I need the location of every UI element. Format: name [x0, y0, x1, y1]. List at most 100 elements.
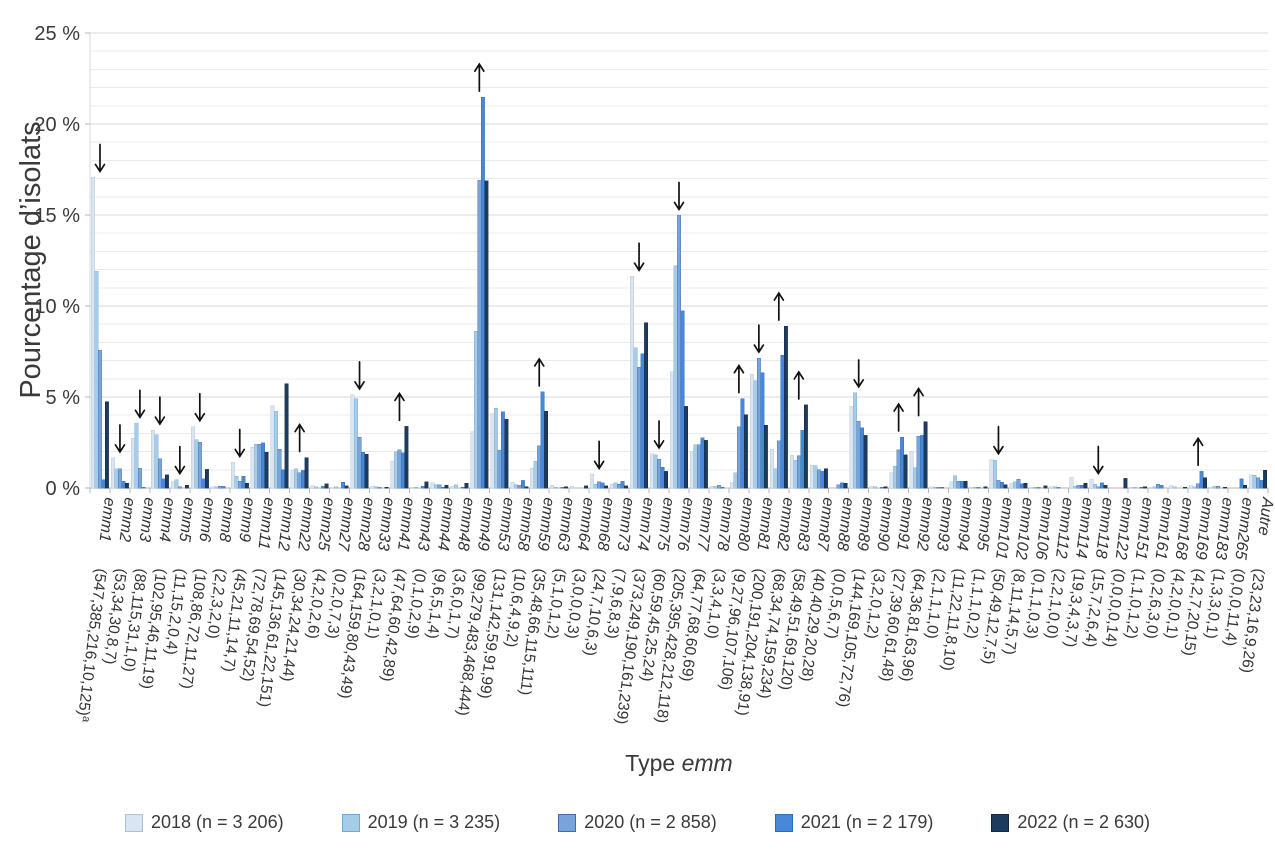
bar-emm1-2019	[94, 271, 99, 489]
bar-emm101-2021	[1000, 481, 1004, 489]
trend-up-arrow-icon	[733, 364, 745, 394]
bar-emm81-2021	[760, 372, 765, 489]
bar-emm78-2019	[713, 486, 718, 489]
bar-emm122-2022	[1123, 478, 1128, 489]
bar-emm87-2020	[816, 469, 821, 489]
bar-emm265-2022	[1243, 485, 1248, 489]
bar-emm102-2018	[1009, 483, 1014, 489]
bar-emm161-2020	[1156, 483, 1161, 489]
x-tick-label: emm89	[853, 497, 876, 552]
bar-emm59-2019	[533, 460, 538, 489]
legend: 2018 (n = 3 206) 2019 (n = 3 235) 2020 (…	[0, 812, 1275, 833]
trend-down-arrow-icon	[653, 420, 665, 450]
x-tick-label: emm94	[953, 497, 976, 552]
bar-emm63-2019	[553, 487, 558, 489]
x-tick-label: emm43	[414, 497, 437, 552]
legend-item-2021: 2021 (n = 2 179)	[774, 812, 933, 833]
bar-emm76-2018	[670, 371, 674, 489]
bar-emm75-2022	[664, 471, 668, 489]
bar-emm82-2019	[773, 468, 778, 489]
bar-emm53-2019	[493, 407, 498, 489]
bar-emm93-2018	[929, 486, 934, 489]
bar-emm53-2022	[504, 419, 509, 489]
x-tick-label: emm80	[733, 497, 756, 552]
bar-emm59-2022	[544, 410, 549, 489]
bar-emm169-2019	[1192, 486, 1197, 489]
trend-down-arrow-icon	[853, 359, 865, 389]
trend-up-arrow-icon	[294, 422, 305, 453]
bar-emm74-2021	[640, 353, 645, 489]
x-tick-label: emm2	[116, 497, 138, 543]
bar-emm106-2019	[1032, 487, 1037, 489]
x-tick-label: Autre	[1254, 496, 1275, 537]
y-tick-label: 5 %	[46, 387, 81, 409]
x-tick-label: emm90	[873, 497, 896, 552]
legend-item-2019: 2019 (n = 3 235)	[341, 812, 500, 833]
bar-Autre-2022	[1263, 469, 1267, 489]
bar-emm94-2022	[963, 480, 968, 489]
bar-emm114-2022	[1083, 482, 1088, 489]
trend-down-arrow-icon	[134, 389, 146, 419]
legend-swatch-2022	[991, 813, 1010, 832]
bar-emm2-2018	[110, 457, 115, 489]
bar-emm77-2022	[704, 440, 708, 489]
bar-emm44-2018	[430, 482, 435, 489]
bar-emm76-2020	[677, 215, 681, 489]
x-tick-label: emm25	[314, 497, 337, 552]
x-tick-label: emm8	[215, 497, 237, 543]
y-tick-label: 25 %	[34, 23, 80, 45]
bar-Autre-2021	[1259, 480, 1264, 489]
bar-emm73-2019	[613, 482, 618, 489]
x-tick-label: emm41	[394, 497, 417, 552]
bar-emm169-2018	[1189, 485, 1194, 489]
bar-emm83-2022	[803, 404, 808, 489]
bar-emm12-2022	[284, 383, 289, 489]
bar-emm49-2022	[484, 180, 489, 489]
bar-Autre-2020	[1256, 477, 1260, 489]
bar-emm2-2021	[121, 481, 126, 489]
bar-emm12-2019	[274, 411, 279, 489]
bar-emm8-2019	[214, 486, 219, 489]
bar-emm78-2021	[720, 486, 725, 489]
bar-emm112-2018	[1049, 486, 1054, 489]
bar-emm151-2018	[1129, 487, 1134, 489]
bar-emm82-2018	[769, 449, 774, 489]
bar-emm6-2019	[194, 439, 199, 489]
bar-emm88-2022	[843, 482, 848, 489]
trend-down-arrow-icon	[174, 445, 186, 476]
bar-emm114-2021	[1079, 485, 1084, 489]
bar-emm43-2019	[413, 487, 418, 489]
x-tick-label: emm78	[713, 497, 736, 552]
bar-emm151-2021	[1139, 486, 1144, 489]
legend-item-2018: 2018 (n = 3 206)	[124, 812, 284, 833]
bar-emm101-2018	[989, 459, 994, 489]
bar-emm75-2021	[660, 466, 665, 489]
bar-emm74-2019	[633, 347, 638, 489]
trend-down-arrow-icon	[753, 324, 765, 354]
bar-emm73-2021	[620, 481, 625, 489]
bar-emm168-2022	[1183, 487, 1188, 489]
bar-emm77-2018	[690, 451, 694, 489]
bar-emm89-2021	[860, 427, 865, 489]
bar-emm91-2021	[900, 436, 905, 489]
x-tick-label: emm12	[274, 497, 297, 552]
x-tick-label: emm22	[294, 497, 317, 552]
bar-emm49-2019	[473, 330, 478, 489]
bar-emm28-2021	[361, 451, 365, 489]
bar-emm81-2020	[756, 357, 761, 489]
trend-up-arrow-icon	[773, 291, 785, 321]
bar-emm4-2020	[157, 458, 162, 489]
bar-emm92-2019	[913, 467, 918, 489]
bar-emm8-2020	[217, 485, 222, 489]
bar-emm151-2019	[1132, 487, 1137, 489]
bar-emm83-2020	[796, 455, 801, 489]
x-tick-label: emm82	[773, 497, 796, 552]
bar-emm91-2019	[893, 465, 898, 489]
bar-emm102-2020	[1016, 478, 1021, 489]
legend-swatch-2021	[774, 813, 793, 832]
bar-emm41-2022	[404, 426, 409, 489]
x-tick-label: emm63	[554, 497, 577, 552]
bar-emm1-2022	[105, 401, 109, 489]
trend-up-arrow-icon	[793, 370, 805, 400]
